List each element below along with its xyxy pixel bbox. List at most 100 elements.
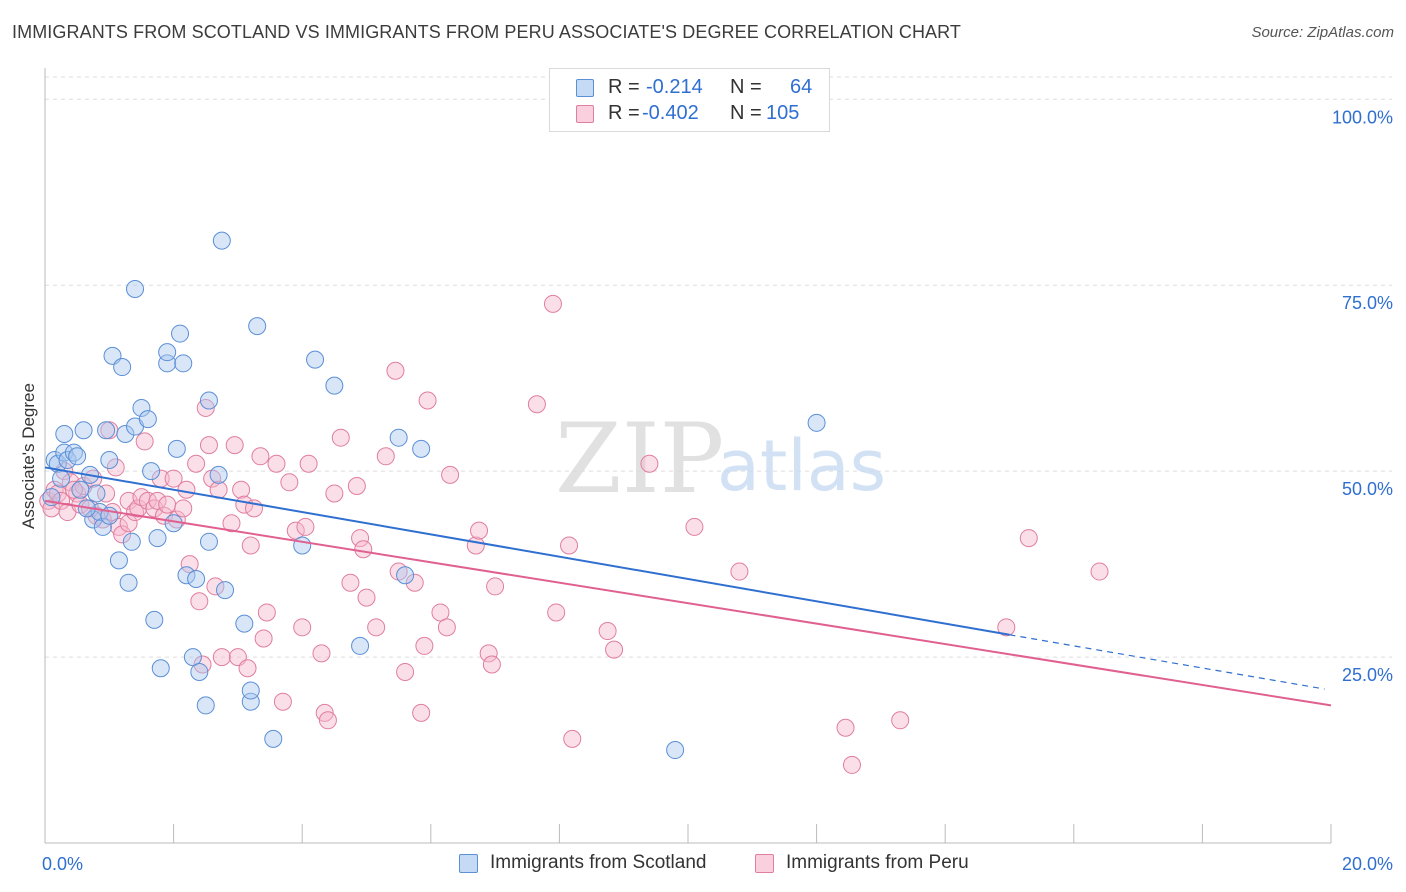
data-point-peru: [341, 573, 360, 592]
data-point-peru: [486, 577, 505, 596]
data-point-peru: [190, 592, 209, 611]
data-point-peru: [199, 436, 218, 455]
y-tick-label: 100.0%: [1332, 107, 1393, 127]
legend-r-value-scotland: -0.214: [646, 76, 703, 98]
trend-line-peru: [44, 499, 1332, 707]
data-point-scotland: [199, 532, 218, 551]
data-point-peru: [225, 436, 244, 455]
legend-swatch-peru: [576, 105, 594, 123]
data-point-scotland: [74, 421, 93, 440]
data-point-peru: [396, 662, 415, 681]
trend-lines: [44, 466, 1332, 707]
data-point-scotland: [148, 529, 167, 548]
data-point-peru: [164, 469, 183, 488]
data-point-scotland: [109, 551, 128, 570]
data-point-peru: [367, 618, 386, 637]
data-point-scotland: [138, 410, 157, 429]
data-point-scotland: [68, 447, 87, 466]
data-point-peru: [177, 480, 196, 499]
trend-line-scotland-extension: [1009, 634, 1325, 690]
data-point-peru: [135, 432, 154, 451]
data-point-peru: [254, 629, 273, 648]
data-point-scotland: [351, 636, 370, 655]
data-point-peru: [405, 573, 424, 592]
data-point-peru: [415, 636, 434, 655]
data-point-peru: [212, 648, 231, 667]
data-point-peru: [280, 473, 299, 492]
data-point-peru: [312, 644, 331, 663]
data-point-peru: [129, 499, 148, 518]
data-point-peru: [730, 562, 749, 581]
data-point-peru: [418, 391, 437, 410]
data-point-scotland: [151, 659, 170, 678]
data-point-peru: [347, 477, 366, 496]
data-point-scotland: [167, 439, 186, 458]
series-scotland-points: [42, 231, 826, 760]
data-point-peru: [351, 529, 370, 548]
data-point-peru: [563, 729, 582, 748]
data-point-peru: [64, 480, 83, 499]
legend-n-label: N =: [730, 76, 762, 98]
data-point-peru: [386, 361, 405, 380]
data-point-peru: [605, 640, 624, 659]
data-point-peru: [52, 491, 71, 510]
data-point-peru: [412, 703, 431, 722]
bottom-legend-swatch-peru: [755, 854, 774, 873]
data-point-peru: [138, 491, 157, 510]
data-point-peru: [187, 454, 206, 473]
x-tick-label-left: 0.0%: [42, 854, 83, 874]
data-point-scotland: [183, 648, 202, 667]
y-tick-label: 75.0%: [1342, 293, 1393, 313]
data-point-scotland: [142, 462, 161, 481]
data-point-scotland: [87, 484, 106, 503]
data-point-scotland: [241, 681, 260, 700]
data-point-peru: [527, 395, 546, 414]
data-point-peru: [437, 618, 456, 637]
grid-lines: [45, 76, 1392, 658]
data-point-peru: [431, 603, 450, 622]
data-point-peru: [174, 499, 193, 518]
data-point-peru: [267, 454, 286, 473]
stats-legend: R = -0.214 N = 64 R = -0.402 N = 105: [549, 68, 830, 132]
data-point-scotland: [196, 696, 215, 715]
axes: [44, 68, 1332, 844]
data-point-scotland: [199, 391, 218, 410]
data-point-scotland: [145, 610, 164, 629]
data-point-peru: [685, 517, 704, 536]
data-point-scotland: [116, 424, 135, 443]
data-point-scotland: [325, 376, 344, 395]
data-point-scotland: [190, 662, 209, 681]
data-point-peru: [318, 711, 337, 730]
data-point-peru: [148, 491, 167, 510]
legend-r-label: R =: [608, 102, 640, 124]
bottom-legend-label-peru: Immigrants from Peru: [786, 852, 969, 873]
data-point-peru: [331, 428, 350, 447]
data-point-scotland: [158, 343, 177, 362]
data-point-peru: [222, 514, 241, 533]
data-point-scotland: [58, 451, 77, 469]
data-point-scotland: [306, 350, 325, 369]
data-point-peru: [891, 711, 910, 730]
data-point-peru: [241, 536, 260, 555]
trend-line-scotland: [44, 466, 1010, 636]
tick-labels: 25.0% 50.0% 75.0% 100.0% 0.0% 20.0%: [42, 107, 1393, 874]
data-point-peru: [158, 495, 177, 514]
data-point-peru: [598, 622, 617, 641]
data-point-peru: [238, 659, 257, 678]
legend-n-value-scotland: 64: [790, 76, 813, 98]
watermark-zip: ZIP: [555, 403, 724, 515]
data-point-scotland: [93, 517, 112, 536]
data-point-scotland: [132, 398, 151, 417]
data-point-peru: [354, 540, 373, 559]
data-point-peru: [560, 536, 579, 555]
data-point-scotland: [126, 279, 145, 298]
data-point-scotland: [235, 614, 254, 633]
data-point-scotland: [212, 231, 231, 250]
legend-r-value-peru: -0.402: [642, 102, 699, 124]
data-point-peru: [836, 718, 855, 737]
watermark-atlas: atlas: [717, 425, 886, 507]
data-point-scotland: [248, 317, 267, 336]
data-point-scotland: [412, 439, 431, 458]
data-point-peru: [479, 644, 498, 663]
data-point-peru: [286, 521, 305, 540]
